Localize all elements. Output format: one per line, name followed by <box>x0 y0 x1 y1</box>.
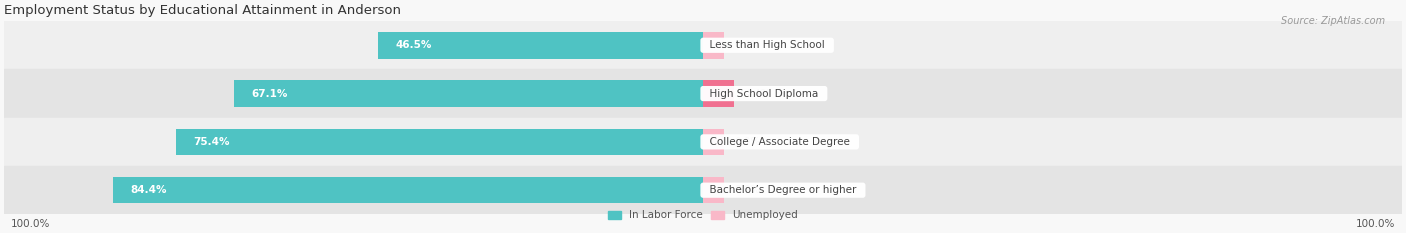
Text: Bachelor’s Degree or higher: Bachelor’s Degree or higher <box>703 185 863 195</box>
Bar <box>4 69 1402 118</box>
Text: 100.0%: 100.0% <box>11 219 51 229</box>
Bar <box>233 80 703 107</box>
Text: High School Diploma: High School Diploma <box>703 89 825 99</box>
Text: College / Associate Degree: College / Associate Degree <box>703 137 856 147</box>
Text: 0.0%: 0.0% <box>734 40 761 50</box>
Bar <box>4 21 1402 69</box>
Bar <box>703 80 734 107</box>
Bar <box>4 166 1402 214</box>
Bar <box>176 129 703 155</box>
Bar <box>703 129 724 155</box>
Text: 0.0%: 0.0% <box>734 185 761 195</box>
Text: Source: ZipAtlas.com: Source: ZipAtlas.com <box>1281 16 1385 26</box>
Bar <box>703 177 724 203</box>
Legend: In Labor Force, Unemployed: In Labor Force, Unemployed <box>605 206 801 225</box>
Text: 75.4%: 75.4% <box>194 137 231 147</box>
Text: 84.4%: 84.4% <box>131 185 167 195</box>
Bar <box>4 118 1402 166</box>
Bar <box>703 32 724 58</box>
Text: Employment Status by Educational Attainment in Anderson: Employment Status by Educational Attainm… <box>4 4 401 17</box>
Text: 4.4%: 4.4% <box>744 89 770 99</box>
Text: 0.0%: 0.0% <box>734 137 761 147</box>
Text: 100.0%: 100.0% <box>1355 219 1395 229</box>
Text: 67.1%: 67.1% <box>252 89 288 99</box>
Text: 46.5%: 46.5% <box>395 40 432 50</box>
Text: Less than High School: Less than High School <box>703 40 831 50</box>
Bar <box>114 177 703 203</box>
Bar <box>378 32 703 58</box>
